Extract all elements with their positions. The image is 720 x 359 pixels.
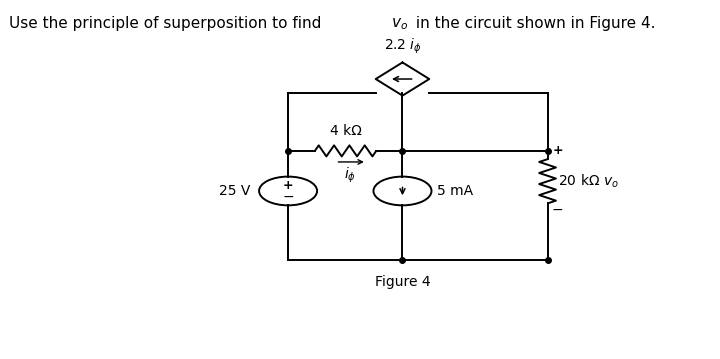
Text: −: − <box>552 203 564 217</box>
Text: $v_o$: $v_o$ <box>391 16 408 32</box>
Text: 4 kΩ: 4 kΩ <box>330 123 361 137</box>
Text: Use the principle of superposition to find: Use the principle of superposition to fi… <box>9 16 327 31</box>
Text: Figure 4: Figure 4 <box>374 275 431 289</box>
Text: $i_\phi$: $i_\phi$ <box>344 165 356 185</box>
Text: 25 V: 25 V <box>220 184 251 198</box>
Text: −: − <box>282 190 294 204</box>
Text: 5 mA: 5 mA <box>437 184 473 198</box>
Text: in the circuit shown in Figure 4.: in the circuit shown in Figure 4. <box>411 16 656 31</box>
Text: +: + <box>552 144 563 157</box>
Text: 2.2 $i_\phi$: 2.2 $i_\phi$ <box>384 37 421 56</box>
Text: 20 kΩ $v_o$: 20 kΩ $v_o$ <box>557 173 618 190</box>
Text: +: + <box>283 179 294 192</box>
